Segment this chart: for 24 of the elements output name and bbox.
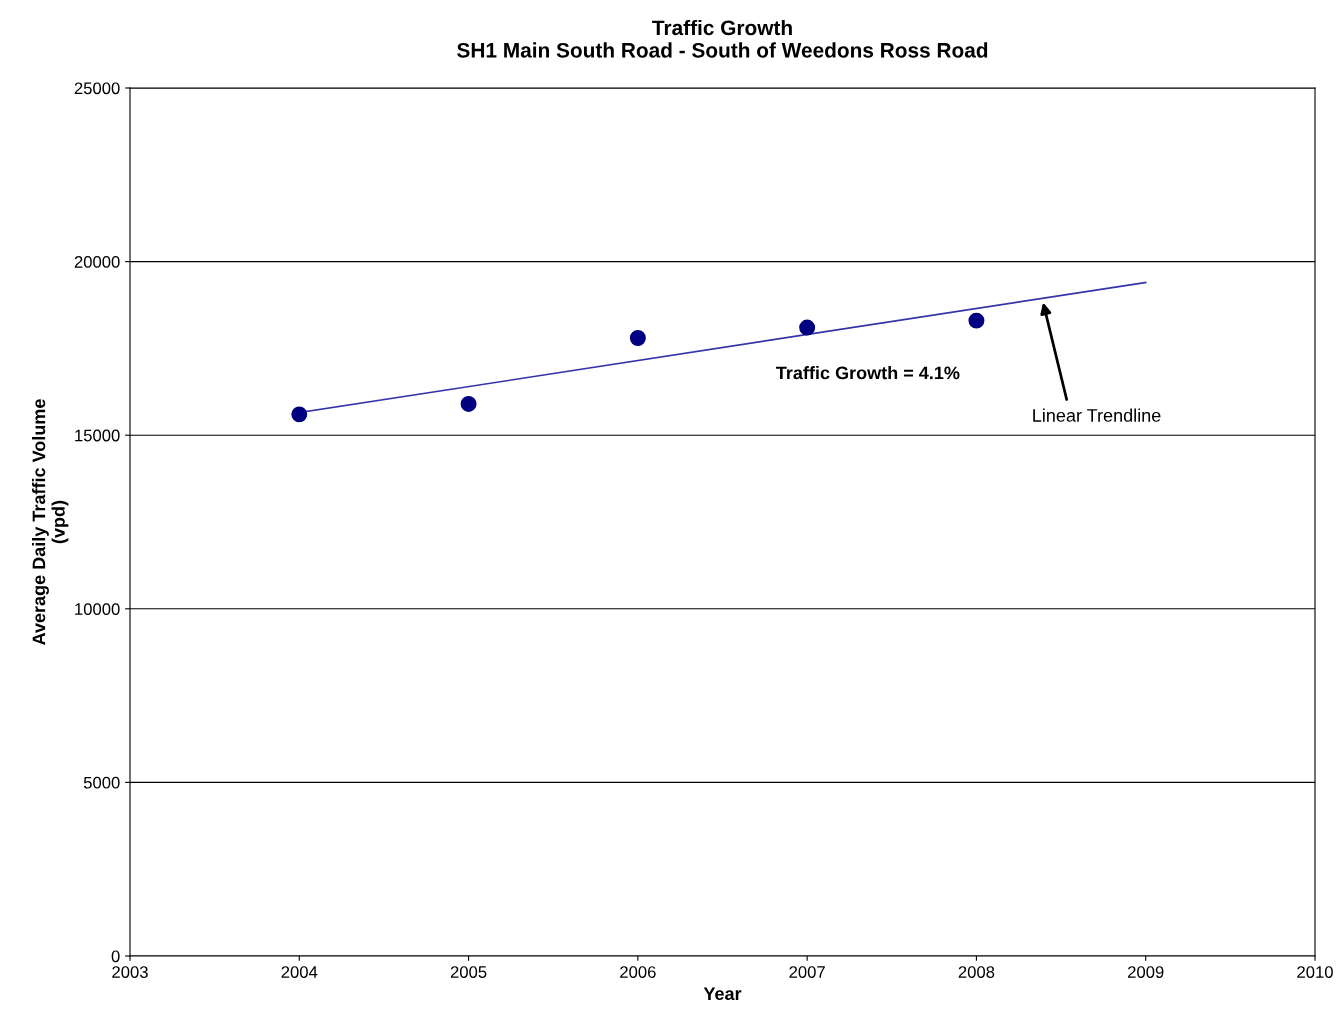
y-tick-label: 10000 [75,603,120,615]
point [799,319,816,336]
x-tick-label: 2009 [1128,966,1164,978]
x-tick-label: 2005 [450,966,487,978]
point [460,395,477,412]
x-tick-label: 2010 [1297,966,1333,978]
x-tick-label: 2003 [112,966,148,978]
annotation: Traffic Growth = 4.1% [776,366,960,380]
point [968,312,985,329]
x-tick-label: 2008 [958,966,995,978]
y-axis-title: Average Daily Traffic Volume (vpd) [32,399,69,645]
x-tick-label: 2004 [281,966,318,978]
point [291,406,308,423]
x-tick-label: 2006 [620,966,656,978]
annotation: Linear Trendline [1033,408,1161,422]
x-tick-label: 2007 [789,966,825,978]
x-axis-title: Year [703,987,742,1001]
point [629,330,646,346]
y-tick-label: 15000 [75,429,120,442]
y-tick-label: 25000 [74,82,120,95]
chart-title: Traffic Growth SH1 Main South Road - South of Weedons Ross Road [457,19,988,58]
y-tick-label: 5000 [83,776,120,789]
y-tick-label: 0 [111,950,120,963]
y-tick-label: 20000 [74,256,120,268]
